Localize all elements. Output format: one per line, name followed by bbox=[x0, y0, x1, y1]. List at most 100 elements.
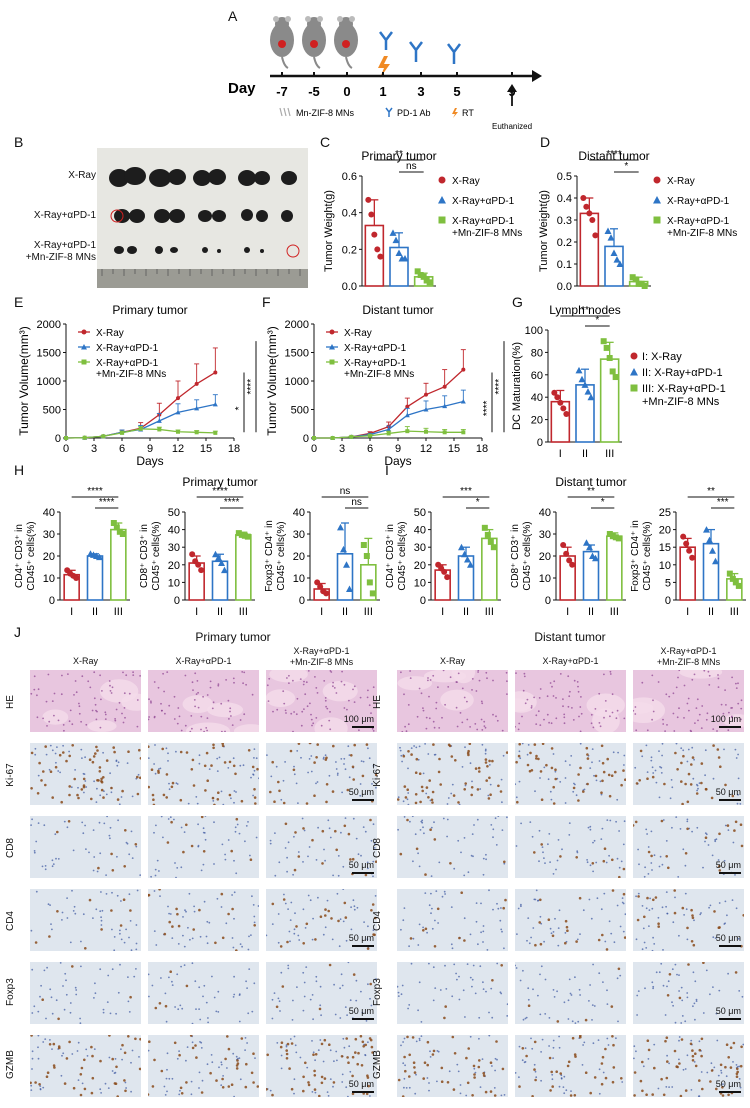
data-point bbox=[557, 399, 564, 406]
histology-row-label: Ki-67 bbox=[5, 763, 16, 787]
scale-bar-label: 50 μm bbox=[348, 933, 374, 943]
data-point bbox=[195, 561, 202, 568]
data-point bbox=[424, 392, 428, 397]
data-point bbox=[458, 543, 465, 551]
histology-image bbox=[266, 816, 377, 878]
histology-image bbox=[148, 1035, 259, 1097]
lightning-icon bbox=[378, 56, 390, 78]
panel-letter-h: H bbox=[14, 462, 25, 478]
data-point bbox=[563, 550, 570, 557]
data-point bbox=[442, 430, 447, 435]
significance-label: ns bbox=[406, 161, 417, 172]
x-tick-label: 18 bbox=[228, 443, 240, 455]
legend-marker bbox=[329, 359, 335, 365]
data-point bbox=[426, 279, 433, 286]
y-tick-label: 30 bbox=[293, 529, 305, 541]
data-point bbox=[244, 533, 251, 540]
x-tick-label: III bbox=[610, 606, 619, 618]
significance-label: **** bbox=[212, 486, 228, 497]
data-point bbox=[417, 272, 424, 278]
histology-row-label: CD4 bbox=[5, 911, 16, 932]
data-point bbox=[560, 542, 567, 548]
significance-label: *** bbox=[717, 497, 729, 508]
data-point bbox=[729, 575, 736, 582]
legend-label: X-Ray bbox=[344, 328, 372, 339]
histology-image bbox=[30, 1035, 141, 1097]
scale-bar bbox=[719, 1018, 741, 1020]
y-tick-label: 0.4 bbox=[342, 208, 357, 220]
data-point bbox=[461, 367, 466, 372]
data-point bbox=[461, 430, 466, 435]
scale-bar-label: 50 μm bbox=[348, 860, 374, 870]
timeline-legend-mn: Mn-ZIF-8 MNs bbox=[296, 108, 354, 118]
y-tick-label: 0 bbox=[303, 433, 309, 445]
legend-marker bbox=[329, 344, 335, 350]
microneedle-icon bbox=[279, 107, 291, 117]
data-point bbox=[218, 559, 225, 567]
data-point bbox=[581, 381, 589, 388]
histology-image bbox=[266, 889, 377, 951]
bar bbox=[481, 537, 498, 601]
data-point bbox=[592, 554, 599, 562]
histology-row-label: CD8 bbox=[5, 838, 16, 859]
chart-e: Primary tumor 0 500 1000 1500 2000 0 3 6 9 12 15 18 D… bbox=[17, 303, 257, 468]
x-tick-label: 6 bbox=[119, 443, 125, 455]
y-tick-label: 500 bbox=[291, 405, 309, 417]
data-point bbox=[113, 524, 120, 531]
y-tick-label: 20 bbox=[659, 525, 671, 537]
y-axis-label: CD8⁺ CD3⁺ inCD45⁺ cells(%) bbox=[139, 521, 162, 590]
series-line bbox=[65, 403, 216, 439]
histology-distant-title: Distant tumor bbox=[534, 630, 606, 644]
legend-marker bbox=[81, 329, 87, 335]
data-point bbox=[64, 436, 68, 440]
y-tick-label: 40 bbox=[531, 392, 543, 404]
data-point bbox=[340, 545, 347, 553]
x-tick-label: 9 bbox=[147, 443, 153, 455]
y-tick-label: 500 bbox=[43, 405, 61, 417]
legend-label: X-Ray+αPD-1 +Mn-ZIF-8 MNs bbox=[667, 216, 737, 239]
histology-image bbox=[633, 1035, 744, 1097]
chart-h2: Primary tumor 0 10 20 30 40 50 CD8⁺ CD3⁺ inCD45… bbox=[139, 475, 258, 618]
data-point bbox=[369, 590, 376, 597]
y-axis-label: Foxp3⁺ CD4⁺ inCD45⁺ cells(%) bbox=[264, 520, 287, 592]
photo-row-label: X-Ray bbox=[68, 170, 96, 181]
data-point bbox=[689, 554, 696, 561]
y-tick-label: 0 bbox=[420, 595, 426, 607]
bar bbox=[235, 534, 252, 601]
y-tick-label: 1000 bbox=[285, 376, 309, 388]
data-point bbox=[609, 533, 616, 540]
y-tick-label: 0 bbox=[545, 595, 551, 607]
data-point bbox=[584, 388, 592, 395]
timeline-tick: -7 bbox=[276, 84, 288, 99]
timeline-tick: -5 bbox=[308, 84, 320, 99]
legend-marker bbox=[630, 352, 638, 360]
bar bbox=[211, 560, 229, 601]
data-point bbox=[156, 418, 162, 423]
data-point bbox=[592, 232, 599, 239]
timeline-tick: 0 bbox=[343, 84, 350, 99]
timeline-tick: 3 bbox=[417, 84, 424, 99]
data-point bbox=[612, 374, 619, 381]
mouse-icon bbox=[302, 16, 326, 69]
histology-column-header: X-Ray+αPD-1 +Mn-ZIF-8 MNs bbox=[656, 646, 721, 667]
data-point bbox=[709, 547, 716, 554]
antibody-icon bbox=[385, 107, 393, 117]
significance-label: ns bbox=[351, 497, 362, 508]
bar bbox=[579, 212, 600, 287]
data-point bbox=[366, 579, 373, 586]
data-point bbox=[610, 249, 618, 256]
photo-row-label: X-Ray+αPD-1 bbox=[33, 210, 96, 221]
data-point bbox=[632, 276, 639, 283]
panel-letter-e: E bbox=[14, 294, 24, 310]
data-point bbox=[314, 579, 321, 586]
legend-marker bbox=[438, 196, 446, 204]
significance-label: **** bbox=[99, 497, 115, 508]
y-tick-label: 20 bbox=[414, 560, 426, 572]
x-tick-label: I bbox=[566, 606, 569, 618]
data-point bbox=[569, 561, 576, 568]
data-point bbox=[337, 523, 344, 531]
y-tick-label: 20 bbox=[293, 551, 305, 563]
data-point bbox=[414, 268, 421, 275]
histology-image bbox=[515, 743, 626, 805]
